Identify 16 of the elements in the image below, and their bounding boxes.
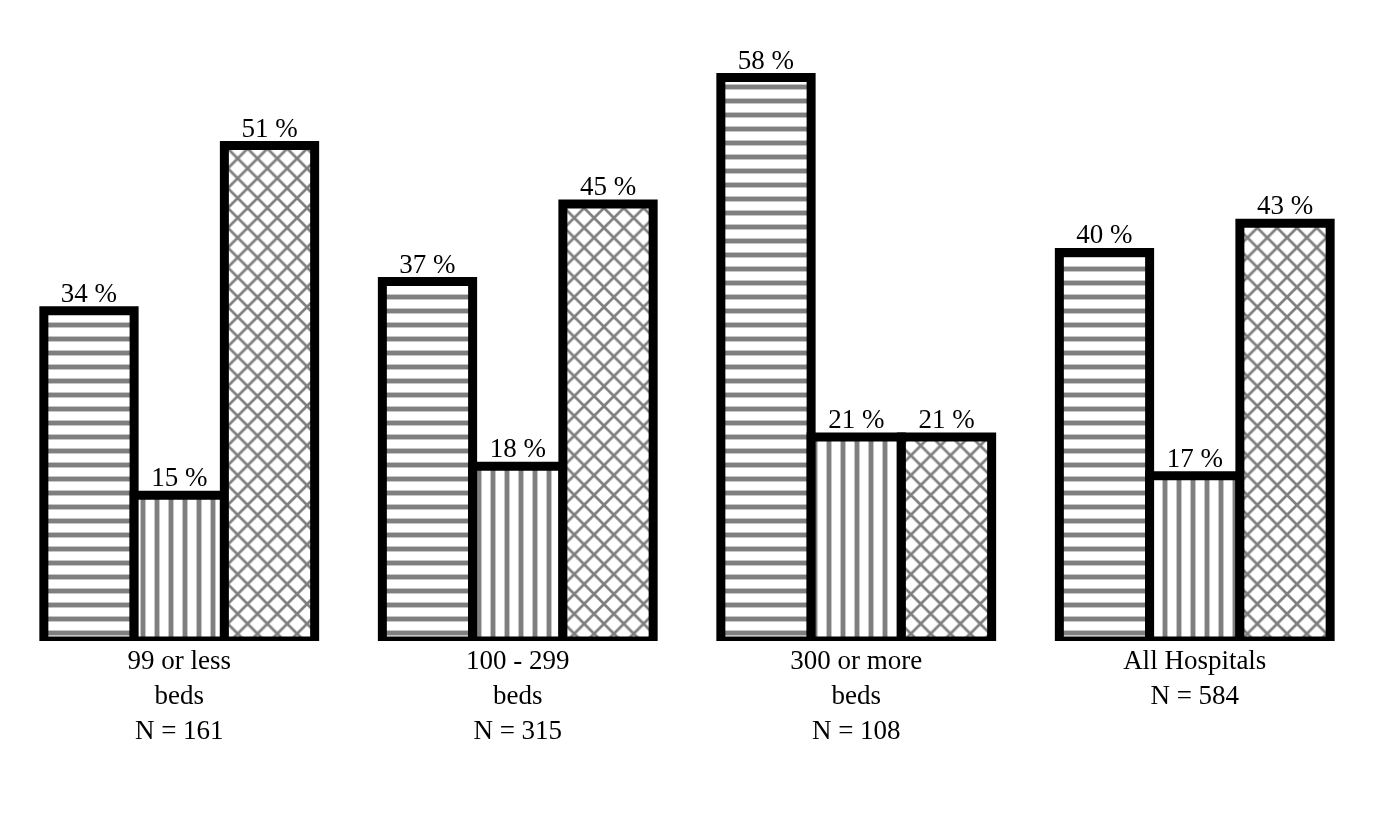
data-label: 37 %	[399, 248, 456, 279]
data-label: 43 %	[1256, 190, 1314, 221]
data-label: 40 %	[1076, 219, 1133, 250]
data-label: 58 %	[737, 44, 795, 75]
data-label: 45 %	[579, 170, 637, 201]
data-label: 15 %	[151, 462, 208, 493]
data-label: 18 %	[489, 433, 546, 464]
data-label: 17 %	[1166, 442, 1223, 473]
data-label: 34 %	[60, 277, 118, 308]
data-label: 51 %	[241, 112, 298, 143]
x-tick-label: All Hospitals N = 584	[1123, 645, 1267, 711]
data-label: 21 %	[828, 404, 885, 435]
x-tick-label: 300 or more beds N = 108	[790, 645, 923, 746]
data-label: 21 %	[918, 404, 975, 435]
x-tick-label: 100 - 299 beds N = 315	[466, 645, 570, 746]
x-tick-label: 99 or less beds N = 161	[127, 645, 231, 746]
